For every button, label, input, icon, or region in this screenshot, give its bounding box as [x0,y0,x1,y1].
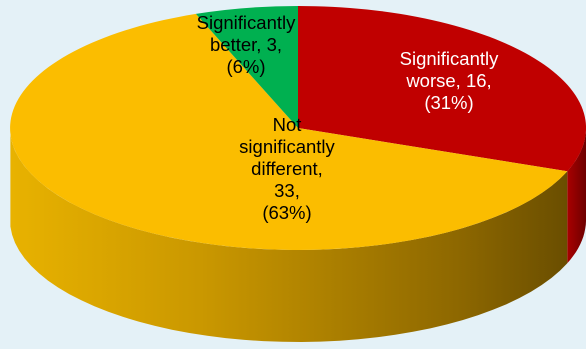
pie-side-significantly-worse [567,129,586,264]
slice-label-significantly-better: Significantly better, 3, (6%) [197,12,296,77]
pie-slice-not-significantly-different [10,13,568,250]
slice-label-not-significantly-different: Not significantly different, 33, (63%) [239,114,335,223]
pie-slice-significantly-worse [298,6,586,172]
slice-label-significantly-worse: Significantly worse, 16, (31%) [400,48,499,113]
pie-slice-significantly-better [195,5,298,128]
pie-side-walls [10,129,586,342]
pie-side-not-significantly-different [10,134,568,342]
pie-labels: Significantly worse, 16, (31%) Not significa… [197,12,499,223]
pie-top-slices [10,5,586,250]
